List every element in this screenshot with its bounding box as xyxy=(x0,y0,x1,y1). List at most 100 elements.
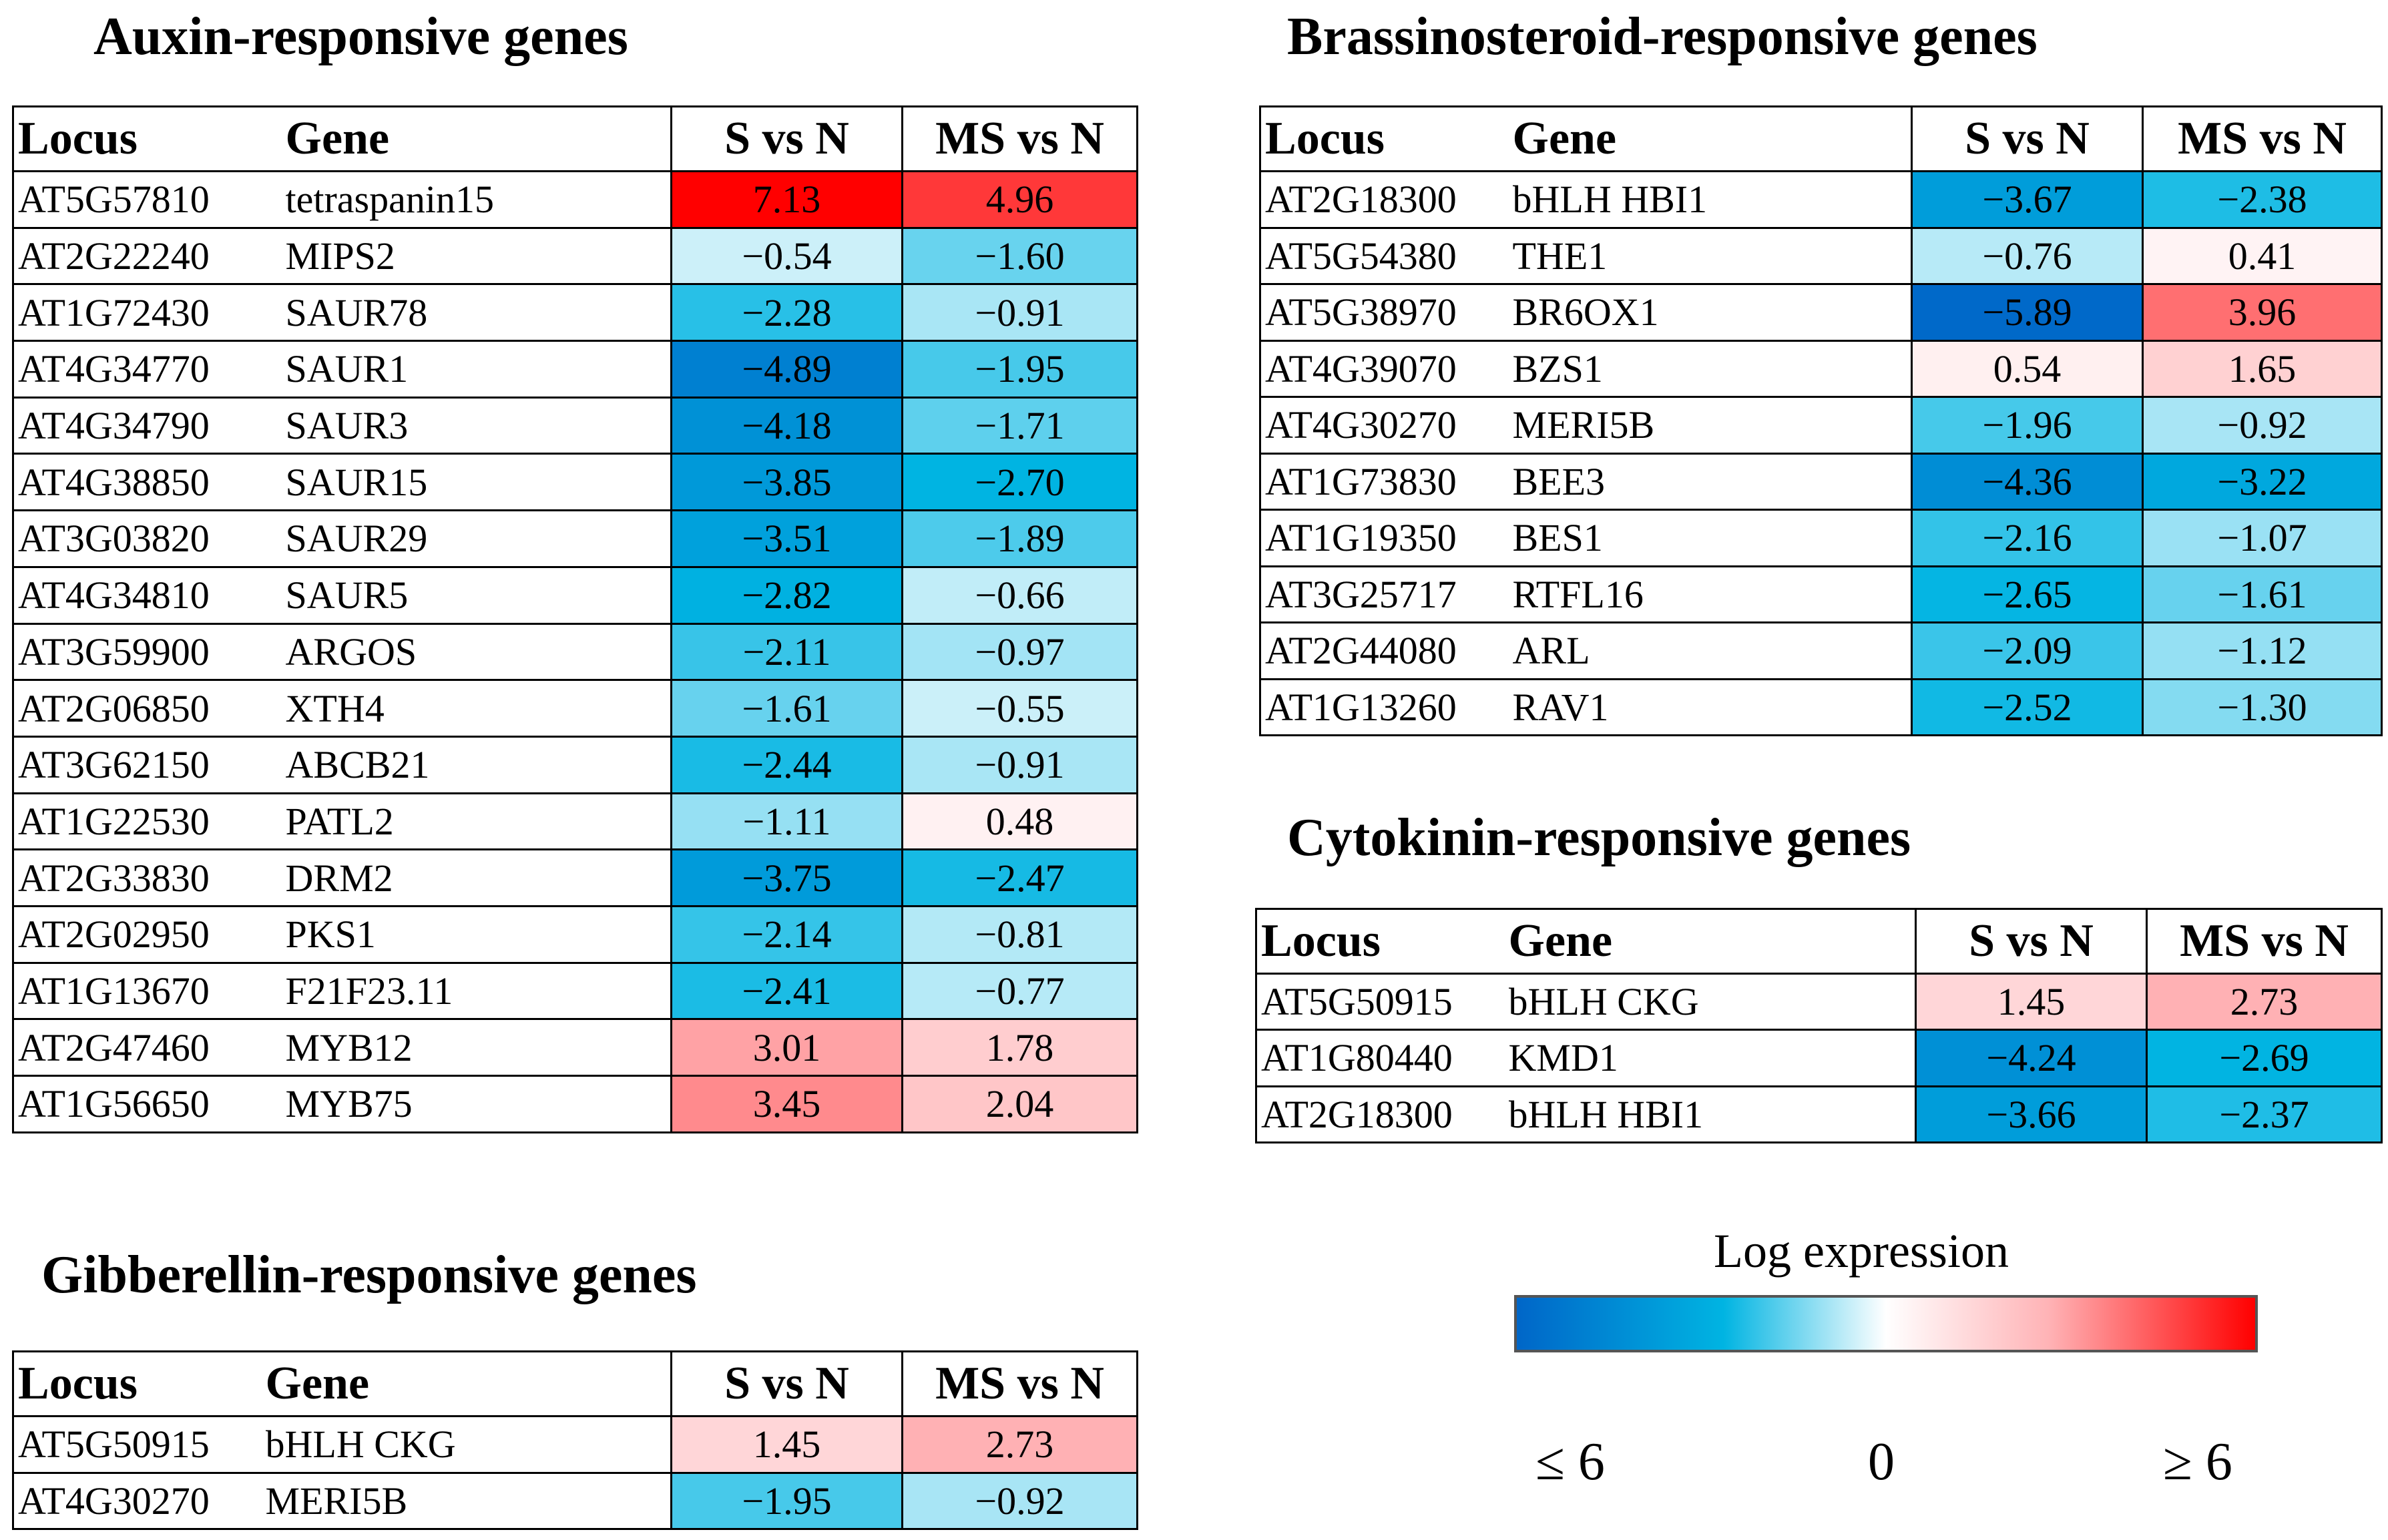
locus-cell: AT1G73830 xyxy=(1259,452,1513,511)
s-vs-n-cell: −2.82 xyxy=(670,565,903,625)
gene-cell: PATL2 xyxy=(285,792,672,851)
table-row: AT2G06850 XTH4 −1.61 −0.55 xyxy=(12,679,1138,738)
auxin-title: Auxin-responsive genes xyxy=(93,7,628,66)
s-vs-n-cell: 3.01 xyxy=(670,1018,903,1077)
gene-cell: ARGOS xyxy=(285,622,672,682)
gene-cell: DRM2 xyxy=(285,848,672,907)
locus-cell: AT3G03820 xyxy=(12,509,286,568)
ms-vs-n-cell: −2.38 xyxy=(2142,170,2383,229)
locus-cell: AT2G18300 xyxy=(1255,1085,1509,1143)
table-row: AT5G57810 tetraspanin15 7.13 4.96 xyxy=(12,170,1138,229)
ms-vs-n-cell: −1.71 xyxy=(901,396,1138,455)
gene-cell: RTFL16 xyxy=(1512,565,1913,623)
locus-cell: AT5G38970 xyxy=(1259,283,1513,342)
s-vs-n-cell: −0.76 xyxy=(1911,226,2144,285)
s-vs-n-cell: −4.89 xyxy=(670,340,903,399)
s-vs-n-header: S vs N xyxy=(1915,908,2148,975)
table-row: AT2G02950 PKS1 −2.14 −0.81 xyxy=(12,905,1138,964)
gene-cell: SAUR1 xyxy=(285,340,672,399)
locus-header: Locus xyxy=(1259,105,1513,172)
ms-vs-n-cell: −2.70 xyxy=(901,453,1138,512)
gene-cell: bHLH HBI1 xyxy=(1508,1085,1917,1143)
gene-header: Gene xyxy=(1512,105,1913,172)
table-row: AT3G59900 ARGOS −2.11 −0.97 xyxy=(12,622,1138,682)
s-vs-n-cell: −2.14 xyxy=(670,905,903,964)
table-header-row: Locus Gene S vs N MS vs N xyxy=(1255,908,2383,975)
ms-vs-n-cell: −1.61 xyxy=(2142,565,2383,623)
locus-cell: AT4G30270 xyxy=(12,1471,266,1530)
table-row: AT1G56650 MYB75 3.45 2.04 xyxy=(12,1075,1138,1133)
s-vs-n-cell: −3.51 xyxy=(670,509,903,568)
table-row: AT2G47460 MYB12 3.01 1.78 xyxy=(12,1018,1138,1077)
legend-mid-label: 0 xyxy=(1868,1433,1895,1491)
gene-cell: PKS1 xyxy=(285,905,672,964)
locus-cell: AT4G34810 xyxy=(12,565,286,625)
s-vs-n-cell: 7.13 xyxy=(670,170,903,229)
locus-cell: AT3G25717 xyxy=(1259,565,1513,623)
gene-header: Gene xyxy=(1508,908,1917,975)
table-row: AT4G34810 SAUR5 −2.82 −0.66 xyxy=(12,565,1138,625)
gene-cell: KMD1 xyxy=(1508,1029,1917,1087)
locus-header: Locus xyxy=(12,105,286,172)
cytokinin-table: Locus Gene S vs N MS vs N AT5G50915 bHLH … xyxy=(1255,908,2383,1143)
brassinosteroid-title: Brassinosteroid-responsive genes xyxy=(1287,7,2038,66)
table-row: AT1G72430 SAUR78 −2.28 −0.91 xyxy=(12,283,1138,342)
gene-cell: SAUR3 xyxy=(285,396,672,455)
table-header-row: Locus Gene S vs N MS vs N xyxy=(1259,105,2383,172)
s-vs-n-cell: −3.85 xyxy=(670,453,903,512)
table-row: AT1G19350 BES1 −2.16 −1.07 xyxy=(1259,509,2383,567)
ms-vs-n-cell: −0.92 xyxy=(901,1471,1138,1530)
table-row: AT2G18300 bHLH HBI1 −3.67 −2.38 xyxy=(1259,170,2383,229)
table-header-row: Locus Gene S vs N MS vs N xyxy=(12,1350,1138,1417)
table-row: AT3G62150 ABCB21 −2.44 −0.91 xyxy=(12,735,1138,794)
s-vs-n-cell: −2.16 xyxy=(1911,509,2144,567)
table-row: AT4G38850 SAUR15 −3.85 −2.70 xyxy=(12,453,1138,512)
table-row: AT1G80440 KMD1 −4.24 −2.69 xyxy=(1255,1029,2383,1087)
locus-header: Locus xyxy=(12,1350,266,1417)
s-vs-n-cell: −2.11 xyxy=(670,622,903,682)
s-vs-n-header: S vs N xyxy=(670,1350,903,1417)
gene-cell: SAUR78 xyxy=(285,283,672,342)
s-vs-n-cell: −1.95 xyxy=(670,1471,903,1530)
locus-cell: AT4G38850 xyxy=(12,453,286,512)
gene-cell: BES1 xyxy=(1512,509,1913,567)
table-row: AT5G38970 BR6OX1 −5.89 3.96 xyxy=(1259,283,2383,342)
ms-vs-n-cell: 0.41 xyxy=(2142,226,2383,285)
s-vs-n-cell: −4.24 xyxy=(1915,1029,2148,1087)
locus-cell: AT5G50915 xyxy=(1255,972,1509,1031)
s-vs-n-cell: −4.18 xyxy=(670,396,903,455)
gene-cell: ARL xyxy=(1512,621,1913,680)
locus-cell: AT1G72430 xyxy=(12,283,286,342)
ms-vs-n-cell: −2.69 xyxy=(2146,1029,2383,1087)
s-vs-n-cell: −2.09 xyxy=(1911,621,2144,680)
locus-cell: AT5G54380 xyxy=(1259,226,1513,285)
ms-vs-n-cell: −3.22 xyxy=(2142,452,2383,511)
locus-cell: AT2G33830 xyxy=(12,848,286,907)
gene-cell: F21F23.11 xyxy=(285,961,672,1021)
locus-cell: AT4G30270 xyxy=(1259,396,1513,455)
s-vs-n-cell: −3.75 xyxy=(670,848,903,907)
table-row: AT2G22240 MIPS2 −0.54 −1.60 xyxy=(12,226,1138,286)
locus-cell: AT1G56650 xyxy=(12,1075,286,1133)
gene-cell: MYB12 xyxy=(285,1018,672,1077)
ms-vs-n-cell: −0.91 xyxy=(901,735,1138,794)
ms-vs-n-cell: −1.60 xyxy=(901,226,1138,286)
s-vs-n-cell: −3.66 xyxy=(1915,1085,2148,1143)
brassinosteroid-table: Locus Gene S vs N MS vs N AT2G18300 bHLH … xyxy=(1259,105,2383,736)
table-row: AT1G13260 RAV1 −2.52 −1.30 xyxy=(1259,678,2383,736)
ms-vs-n-header: MS vs N xyxy=(2142,105,2383,172)
gene-cell: MIPS2 xyxy=(285,226,672,286)
locus-cell: AT2G02950 xyxy=(12,905,286,964)
s-vs-n-cell: −2.28 xyxy=(670,283,903,342)
ms-vs-n-cell: −2.37 xyxy=(2146,1085,2383,1143)
table-row: AT1G13670 F21F23.11 −2.41 −0.77 xyxy=(12,961,1138,1021)
ms-vs-n-cell: 0.48 xyxy=(901,792,1138,851)
locus-cell: AT4G34790 xyxy=(12,396,286,455)
s-vs-n-cell: 3.45 xyxy=(670,1075,903,1133)
gene-cell: BZS1 xyxy=(1512,339,1913,398)
ms-vs-n-cell: −1.89 xyxy=(901,509,1138,568)
locus-cell: AT1G22530 xyxy=(12,792,286,851)
ms-vs-n-cell: −0.91 xyxy=(901,283,1138,342)
locus-cell: AT1G13260 xyxy=(1259,678,1513,736)
legend-title: Log expression xyxy=(1714,1224,2009,1278)
